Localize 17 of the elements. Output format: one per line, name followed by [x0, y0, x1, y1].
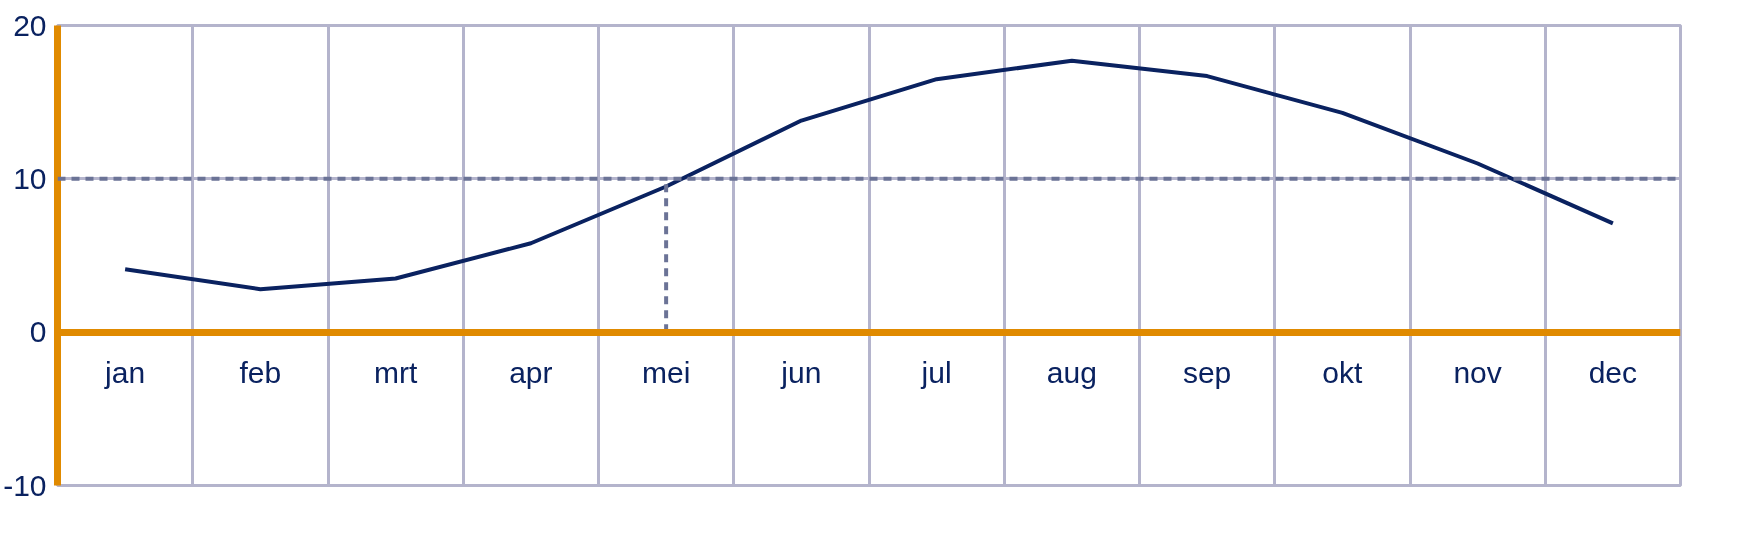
- x-tick-label: jan: [104, 356, 146, 390]
- x-tick-label: mei: [641, 356, 691, 390]
- y-tick-label: 10: [13, 161, 47, 195]
- x-tick-label: jul: [920, 356, 952, 390]
- x-tick-label: dec: [1588, 356, 1638, 390]
- x-tick-label: feb: [239, 356, 282, 390]
- x-tick-label: aug: [1046, 356, 1097, 390]
- x-tick-label: mrt: [373, 356, 418, 390]
- line-series: [123, 58, 1615, 292]
- x-tick-label: apr: [509, 356, 553, 390]
- x-tick-label: jun: [780, 356, 822, 390]
- y-tick-label: 20: [13, 8, 47, 42]
- x-tick-label: okt: [1322, 356, 1364, 390]
- x-tick-label: nov: [1453, 356, 1502, 390]
- y-tick-label: -10: [3, 468, 47, 502]
- y-tick-label: 0: [29, 315, 47, 349]
- x-tick-label: sep: [1182, 356, 1232, 390]
